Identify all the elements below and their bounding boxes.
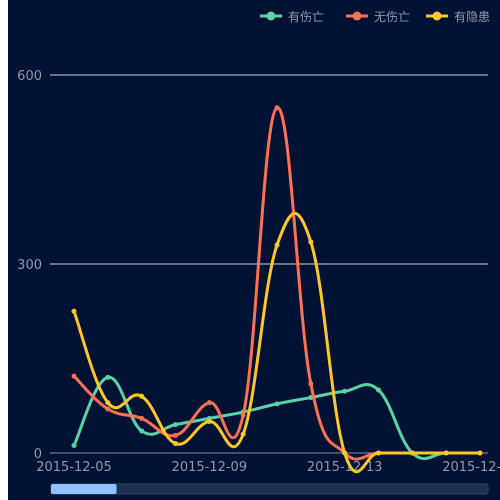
data-point[interactable]: [173, 432, 178, 438]
line-chart: 0 300 600 2015-12-05 2015-12-09 2015-12-13 201…: [17, 10, 500, 495]
data-point[interactable]: [443, 450, 449, 456]
x-tick-label: 2015-12-17: [442, 460, 500, 475]
data-point[interactable]: [308, 381, 314, 387]
data-point[interactable]: [240, 431, 246, 437]
data-point[interactable]: [240, 412, 246, 418]
data-point[interactable]: [139, 415, 145, 421]
data-point[interactable]: [477, 450, 483, 456]
x-tick-label: 2015-12-05: [36, 460, 112, 475]
data-point[interactable]: [105, 406, 111, 412]
y-tick-label: 300: [17, 258, 42, 273]
legend-marker-icon: [266, 11, 276, 21]
x-tick-label: 2015-12-09: [172, 460, 248, 475]
series-line: [72, 106, 480, 461]
data-point[interactable]: [173, 422, 178, 428]
series-line: [72, 375, 480, 461]
legend-item-label[interactable]: 有隐患: [454, 10, 490, 24]
data-point[interactable]: [173, 441, 178, 447]
chart-area: 0 300 600 2015-12-05 2015-12-09 2015-12-13 201…: [8, 0, 500, 500]
data-point[interactable]: [308, 239, 314, 245]
data-point[interactable]: [105, 374, 111, 380]
data-point[interactable]: [206, 419, 212, 424]
data-point[interactable]: [409, 450, 415, 456]
data-point[interactable]: [139, 428, 145, 434]
data-point[interactable]: [71, 373, 77, 379]
zoom-slider-handle[interactable]: [51, 484, 117, 494]
data-point[interactable]: [105, 400, 111, 406]
data-point[interactable]: [274, 105, 280, 111]
y-tick-label: 0: [34, 447, 42, 462]
legend-marker-icon: [432, 11, 442, 21]
data-point[interactable]: [342, 388, 348, 394]
series-line: [72, 212, 480, 474]
data-point[interactable]: [206, 400, 212, 406]
legend-item-label[interactable]: 无伤亡: [374, 10, 410, 24]
data-point[interactable]: [376, 387, 381, 393]
x-tick-label: 2015-12-13: [307, 460, 383, 475]
data-point[interactable]: [71, 308, 77, 314]
data-point[interactable]: [139, 393, 145, 399]
data-point[interactable]: [274, 242, 280, 248]
legend-marker-icon: [352, 11, 362, 21]
y-tick-label: 600: [17, 69, 42, 84]
data-point[interactable]: [342, 450, 348, 456]
legend-item-label[interactable]: 有伤亡: [288, 10, 324, 24]
data-point[interactable]: [71, 442, 77, 448]
data-point[interactable]: [274, 401, 280, 407]
data-point[interactable]: [376, 450, 381, 456]
